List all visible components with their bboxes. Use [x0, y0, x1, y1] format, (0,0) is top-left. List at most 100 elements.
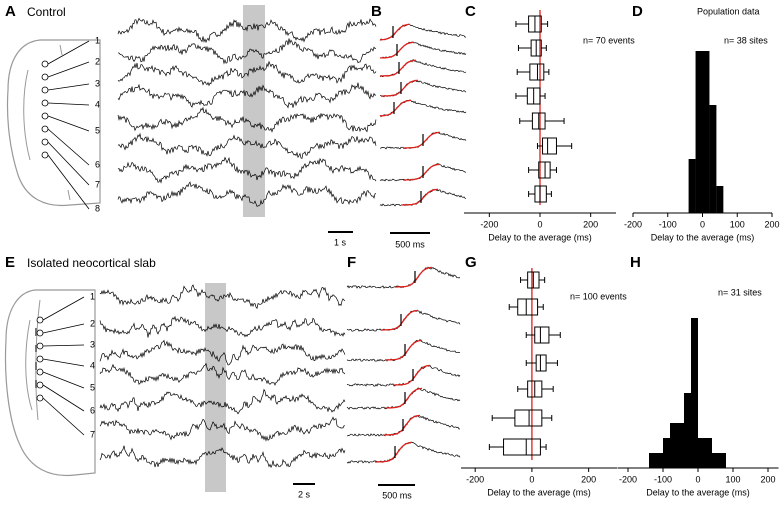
- brain-outline: [4, 289, 96, 477]
- electrode: [36, 316, 44, 324]
- fit-curve: [381, 309, 419, 331]
- x-axis-label: Delay to the average (ms): [488, 232, 592, 242]
- histogram-bar: [705, 438, 712, 468]
- electrode: [41, 60, 49, 68]
- histogram-bar: [677, 423, 684, 468]
- channel-label: 4: [95, 99, 100, 109]
- box: [534, 185, 547, 203]
- panel-label: B: [371, 3, 382, 20]
- electrode: [41, 125, 49, 133]
- fit-curve: [393, 364, 431, 386]
- electrode-lead: [42, 358, 85, 367]
- eeg-trace: [99, 315, 346, 338]
- channel-label: 6: [95, 159, 100, 169]
- histogram-bar: [656, 453, 663, 468]
- histogram-bar: [716, 186, 724, 213]
- box: [529, 63, 545, 81]
- event-trace: [346, 266, 461, 289]
- channel-label: 1: [95, 35, 100, 45]
- histogram-bar: [691, 318, 698, 468]
- electrode-lead: [47, 141, 90, 186]
- electrode-lead: [47, 115, 90, 132]
- x-tick-label: -200: [480, 219, 498, 229]
- annotation: n= 100 events: [570, 291, 627, 301]
- panel-label: C: [465, 3, 476, 20]
- x-tick-label: -100: [659, 219, 677, 229]
- electrode-lead: [42, 344, 85, 347]
- electrode: [36, 355, 44, 363]
- channel-label: 3: [95, 78, 100, 88]
- electrode: [36, 342, 44, 350]
- channel-label: 6: [90, 405, 95, 415]
- electrode: [36, 329, 44, 337]
- fit-curve: [395, 266, 433, 288]
- electrode: [41, 112, 49, 120]
- x-tick-label: 0: [700, 219, 705, 229]
- electrode-lead: [47, 83, 90, 91]
- scale-bar-label: 1 s: [334, 237, 347, 247]
- box: [542, 137, 557, 155]
- channel-label: 8: [95, 203, 100, 213]
- channel-label: 4: [90, 360, 95, 370]
- x-tick-label: 0: [537, 219, 542, 229]
- histogram-bar: [702, 51, 710, 213]
- scale-bar-label: 500 ms: [382, 490, 412, 500]
- histogram-bar: [649, 453, 656, 468]
- box: [514, 409, 543, 427]
- fit-curve: [379, 99, 412, 117]
- fit-curve: [403, 163, 441, 181]
- channel-label: 5: [90, 382, 95, 392]
- fit-curve: [375, 441, 413, 463]
- fit-curve: [380, 23, 411, 41]
- electrode: [36, 394, 44, 402]
- box: [517, 298, 539, 316]
- histogram-bar: [688, 159, 696, 213]
- histogram-bar: [663, 438, 670, 468]
- highlight: [243, 5, 265, 217]
- eeg-trace: [117, 106, 377, 133]
- electrode-lead: [42, 384, 85, 412]
- eeg-trace: [99, 339, 346, 366]
- channel-label: 5: [95, 125, 100, 135]
- electrode-lead: [42, 397, 85, 436]
- x-tick-label: 200: [760, 474, 775, 484]
- eeg-trace: [117, 60, 377, 87]
- fit-curve: [385, 387, 423, 409]
- channel-label: 2: [90, 318, 95, 328]
- histogram-bar: [695, 51, 703, 213]
- event-trace: [346, 387, 461, 410]
- event-trace: [379, 99, 467, 118]
- eeg-trace: [99, 388, 346, 415]
- eeg-trace: [117, 82, 377, 109]
- x-tick-label: 200: [581, 474, 596, 484]
- electrode-lead: [42, 323, 85, 334]
- x-tick-label: 200: [583, 219, 598, 229]
- electrode: [36, 368, 44, 376]
- box: [534, 326, 550, 344]
- x-tick-label: 0: [695, 474, 700, 484]
- annotation: n= 31 sites: [718, 287, 762, 297]
- brain-outline: [6, 39, 101, 207]
- electrode-lead: [47, 128, 90, 166]
- scale-bar-label: 2 s: [298, 489, 311, 499]
- fit-curve: [401, 188, 439, 206]
- panel-title: Isolated neocortical slab: [27, 256, 156, 270]
- event-trace: [346, 338, 461, 362]
- histogram-bar: [719, 453, 726, 468]
- panel-label: A: [5, 3, 16, 20]
- histogram-bar: [684, 393, 691, 468]
- eeg-trace: [117, 181, 377, 207]
- scale-bar-label: 500 ms: [395, 239, 425, 249]
- x-tick-label: -200: [466, 474, 484, 484]
- eeg-trace: [117, 17, 377, 44]
- eeg-trace: [117, 38, 377, 65]
- electrode-lead: [47, 154, 90, 210]
- channel-label: 7: [90, 429, 95, 439]
- fit-curve: [383, 414, 421, 436]
- box: [538, 161, 551, 179]
- eeg-trace: [99, 362, 346, 386]
- fit-curve: [380, 59, 417, 77]
- electrode: [41, 138, 49, 146]
- fit-curve: [403, 131, 441, 149]
